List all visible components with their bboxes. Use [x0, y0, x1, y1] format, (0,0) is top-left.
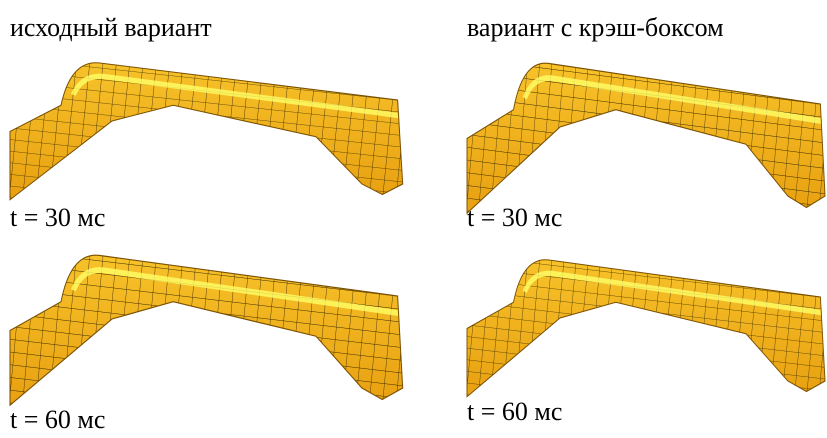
mesh-image — [467, 63, 825, 213]
panel-label: t = 60 мс — [10, 405, 105, 434]
mesh-image — [467, 260, 825, 397]
figure: исходный вариант вариант с крэш-боксом t… — [0, 0, 827, 438]
panel-label: t = 30 мс — [10, 203, 105, 232]
column-title: исходный вариант — [10, 13, 212, 42]
panel-label: t = 60 мс — [467, 397, 562, 426]
column-title: вариант с крэш-боксом — [467, 13, 724, 42]
mesh-image — [10, 63, 403, 200]
panel-label: t = 30 мс — [467, 203, 562, 232]
mesh-image — [10, 255, 403, 405]
figure-canvas: исходный вариант вариант с крэш-боксом t… — [0, 0, 827, 438]
